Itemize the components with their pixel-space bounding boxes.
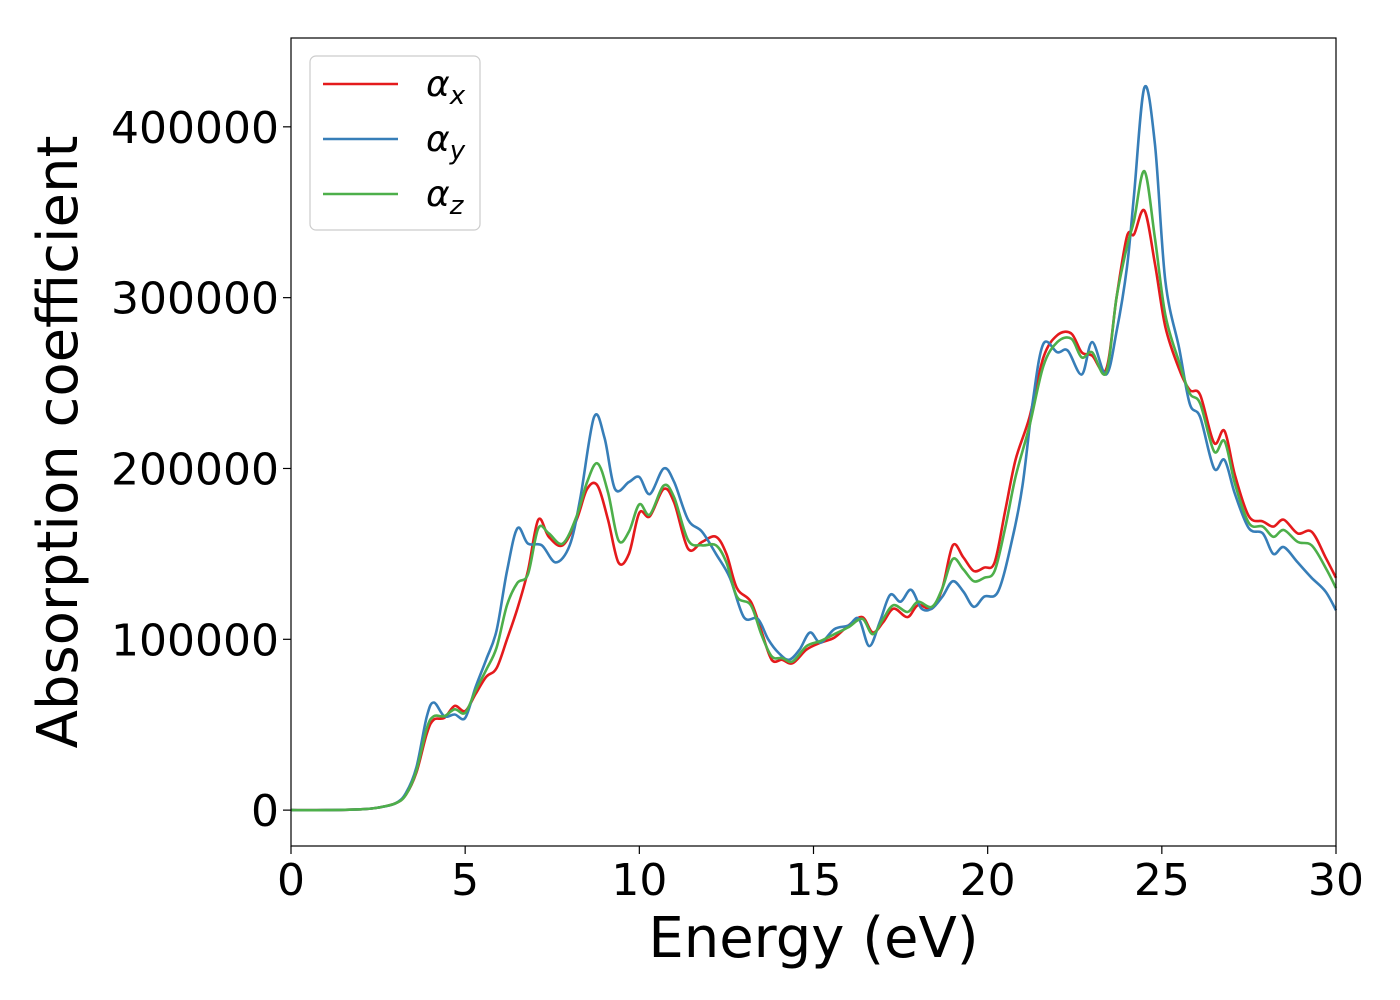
x-tick-label: 5 <box>451 855 479 906</box>
x-tick-label: 20 <box>960 855 1016 906</box>
x-axis-title: Energy (eV) <box>648 906 978 971</box>
x-tick-label: 15 <box>786 855 842 906</box>
y-axis: 0 100000 200000 300000 400000 <box>111 103 291 837</box>
series-group <box>290 84 1338 812</box>
legend-label-alpha-x: αx <box>426 64 466 111</box>
y-tick-label: 0 <box>251 786 279 837</box>
legend-label-alpha-y: αy <box>426 119 466 166</box>
legend-box <box>309 55 481 231</box>
y-tick-label: 200000 <box>111 444 279 495</box>
y-tick-label: 300000 <box>111 274 279 325</box>
x-axis: 0 5 10 15 20 25 30 <box>277 846 1364 906</box>
series-line-alpha-x <box>290 208 1338 812</box>
y-tick-label: 100000 <box>111 615 279 666</box>
x-tick-label: 10 <box>611 855 667 906</box>
series-line-alpha-z <box>290 169 1338 812</box>
series-line-alpha-y <box>290 84 1338 812</box>
y-tick-label: 400000 <box>111 103 279 154</box>
y-axis-title: Absorption coefficient <box>26 136 91 749</box>
x-tick-label: 25 <box>1134 855 1190 906</box>
x-tick-label: 30 <box>1308 855 1364 906</box>
x-tick-label: 0 <box>277 855 305 906</box>
